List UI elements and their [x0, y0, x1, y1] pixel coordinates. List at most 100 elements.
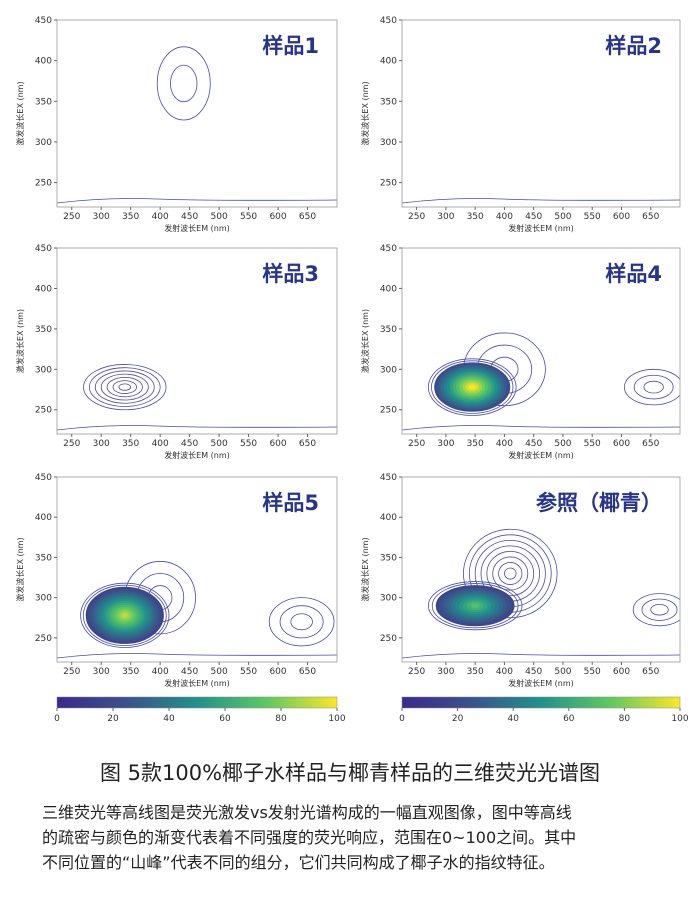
x-tick-label: 450	[181, 212, 198, 222]
contour	[431, 583, 519, 629]
x-tick-label: 500	[554, 212, 571, 222]
y-axis-label: 激发波长EX (nm)	[15, 81, 25, 145]
x-tick-label: 550	[584, 667, 601, 677]
contour	[89, 367, 161, 407]
y-axis-label: 激发波长EX (nm)	[15, 537, 25, 601]
x-tick-label: 600	[269, 439, 286, 449]
x-tick-label: 400	[496, 667, 513, 677]
contour	[82, 584, 167, 646]
baseline-contour	[57, 198, 337, 204]
y-tick-label: 350	[35, 97, 52, 107]
x-tick-label: 350	[467, 667, 484, 677]
colorbar	[56, 696, 338, 709]
contour	[427, 358, 517, 416]
y-tick-label: 400	[380, 284, 397, 294]
x-tick-label: 550	[240, 439, 257, 449]
x-tick-label: 450	[525, 439, 542, 449]
contour	[268, 597, 335, 647]
y-axis-label: 激发波长EX (nm)	[360, 81, 370, 145]
y-tick-label: 450	[35, 16, 52, 26]
y-tick-label: 250	[380, 634, 397, 644]
x-axis-label: 发射波长EM (nm)	[508, 450, 574, 460]
contour	[121, 612, 128, 618]
x-tick-label: 250	[408, 667, 425, 677]
x-tick-label: 650	[299, 212, 316, 222]
colorbar-tick-label: 100	[328, 714, 345, 724]
contour	[504, 567, 517, 580]
x-tick-label: 450	[181, 667, 198, 677]
contour	[118, 383, 132, 391]
plot	[402, 528, 680, 659]
plot	[402, 332, 680, 431]
y-axis-label: 激发波长EX (nm)	[360, 309, 370, 373]
x-tick-label: 600	[613, 667, 630, 677]
x-tick-label: 450	[525, 212, 542, 222]
x-tick-label: 500	[211, 667, 228, 677]
plot-frame	[56, 19, 338, 208]
plot-frame	[401, 19, 681, 208]
contour	[290, 613, 313, 631]
plot	[57, 46, 337, 204]
x-tick-label: 350	[122, 667, 139, 677]
contour	[643, 380, 664, 394]
panel-title: 样品1	[262, 34, 319, 58]
x-tick-label: 650	[642, 212, 659, 222]
x-tick-label: 250	[63, 667, 80, 677]
panel-title: 样品3	[262, 262, 319, 286]
contour	[650, 603, 669, 616]
x-tick-label: 300	[93, 212, 110, 222]
y-tick-label: 400	[380, 57, 397, 67]
paragraph-line: 的疏密与颜色的渐变代表着不同强度的荧光响应，范围在0~100之间。其中	[42, 828, 576, 847]
y-tick-label: 300	[380, 594, 397, 604]
plot-frame	[401, 247, 681, 435]
y-tick-label: 350	[35, 325, 52, 335]
x-tick-label: 650	[299, 667, 316, 677]
contour	[492, 556, 529, 591]
colorbar-tick-label: 80	[275, 714, 287, 724]
colorbar-tick-label: 0	[54, 714, 60, 724]
x-tick-label: 250	[63, 439, 80, 449]
x-tick-label: 650	[642, 667, 659, 677]
x-axis-label: 发射波长EM (nm)	[164, 678, 230, 688]
y-tick-label: 450	[380, 244, 397, 254]
x-tick-label: 500	[211, 439, 228, 449]
y-tick-label: 350	[380, 97, 397, 107]
x-tick-label: 550	[240, 212, 257, 222]
x-tick-label: 600	[613, 212, 630, 222]
x-tick-label: 250	[63, 212, 80, 222]
x-tick-label: 550	[240, 667, 257, 677]
contour	[468, 384, 476, 390]
panel-title: 样品4	[605, 262, 662, 286]
x-tick-label: 300	[437, 667, 454, 677]
baseline-contour	[402, 653, 680, 659]
contour	[106, 376, 143, 398]
colorbar-tick-label: 40	[507, 714, 519, 724]
contour	[94, 370, 155, 404]
x-tick-label: 600	[269, 212, 286, 222]
y-axis-label: 激发波长EX (nm)	[360, 537, 370, 601]
x-tick-label: 400	[152, 439, 169, 449]
plot	[57, 364, 337, 431]
plot	[402, 198, 680, 204]
y-tick-label: 450	[35, 244, 52, 254]
contour	[470, 603, 480, 609]
plot-frame	[56, 476, 338, 663]
y-tick-label: 400	[35, 57, 52, 67]
x-tick-label: 300	[437, 212, 454, 222]
plot-frame	[401, 476, 681, 663]
x-tick-label: 300	[93, 667, 110, 677]
x-tick-label: 350	[122, 439, 139, 449]
contour	[498, 562, 523, 585]
x-tick-label: 550	[584, 439, 601, 449]
x-tick-label: 600	[269, 667, 286, 677]
plot	[57, 561, 337, 659]
caption: 图 5款100%椰子水样品与椰青样品的三维荧光光谱图	[100, 761, 600, 785]
x-tick-label: 450	[181, 439, 198, 449]
baseline-contour	[57, 653, 337, 659]
x-axis-label: 发射波长EM (nm)	[164, 450, 230, 460]
x-tick-label: 650	[642, 439, 659, 449]
x-tick-label: 600	[613, 439, 630, 449]
x-tick-label: 300	[93, 439, 110, 449]
y-tick-label: 300	[35, 594, 52, 604]
colorbar	[401, 696, 681, 709]
